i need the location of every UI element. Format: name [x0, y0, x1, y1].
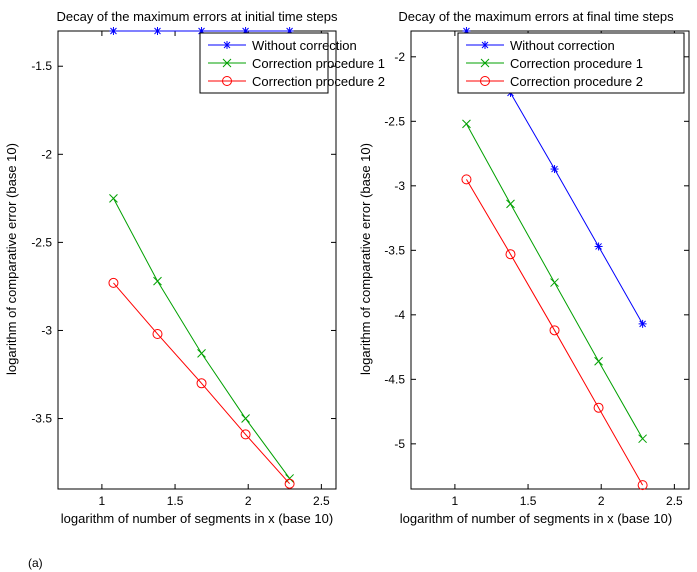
data-point: [197, 349, 206, 358]
legend-label: Without correction: [510, 38, 615, 53]
data-point: [240, 429, 251, 440]
data-point: [638, 434, 647, 444]
legend-marker: [480, 76, 490, 86]
data-point: [153, 27, 162, 35]
series-line: [113, 198, 291, 479]
axis-ticks: 1 1.5 2 2.5 -2 -2.5 -3 -3.5 -4 -4.5 -5: [384, 31, 689, 508]
data-point: [152, 328, 163, 339]
x-tick-label: 2: [598, 494, 605, 508]
series-correction-procedure-1: [462, 119, 647, 444]
chart-final-time-steps: Decay of the maximum errors at final tim…: [358, 9, 690, 526]
legend-marker: [480, 58, 490, 68]
data-point: [108, 277, 119, 288]
axis-ticks: 1 1.5 2 2.5 -1.5 -2 -2.5 -3 -3.5: [31, 31, 336, 508]
x-axis-label: logarithm of number of segments in x (ba…: [61, 511, 333, 526]
chart-title: Decay of the maximum errors at initial t…: [56, 9, 338, 24]
legend-label: Without correction: [252, 38, 357, 53]
x-tick-label: 1: [99, 494, 106, 508]
series-layer: [108, 27, 295, 489]
y-tick-label: -2: [394, 50, 405, 64]
y-tick-label: -2: [41, 147, 52, 161]
y-tick-label: -3.5: [384, 243, 405, 257]
data-point: [461, 174, 472, 185]
data-point: [594, 242, 603, 251]
legend-label: Correction procedure 2: [252, 74, 385, 89]
legend: Without correction Correction procedure 1…: [199, 32, 385, 94]
legend-item: Correction procedure 1: [466, 56, 643, 71]
y-tick-label: -3: [394, 179, 405, 193]
data-point: [241, 414, 250, 423]
data-point: [196, 378, 207, 389]
data-point: [505, 249, 516, 260]
data-point: [550, 278, 559, 287]
plot-area: [57, 30, 337, 490]
series-correction-procedure-2: [108, 277, 295, 489]
data-point: [109, 193, 118, 203]
x-tick-label: 1: [452, 494, 459, 508]
legend-item: Without correction: [208, 38, 357, 53]
series-line: [466, 179, 644, 486]
y-tick-label: -3.5: [31, 412, 52, 426]
series-correction-procedure-1: [109, 193, 294, 483]
legend-marker: [222, 58, 232, 68]
y-tick-label: -4: [394, 308, 405, 322]
y-tick-label: -2.5: [31, 235, 52, 249]
x-axis-label: logarithm of number of segments in x (ba…: [400, 511, 672, 526]
data-point: [637, 480, 648, 491]
data-point: [638, 319, 647, 328]
legend-marker: [223, 41, 231, 49]
series-correction-procedure-2: [461, 174, 648, 491]
legend-label: Correction procedure 1: [252, 56, 385, 71]
y-tick-label: -4.5: [384, 372, 405, 386]
series-layer: [461, 27, 648, 491]
x-tick-label: 1.5: [520, 494, 537, 508]
chart-title: Decay of the maximum errors at final tim…: [398, 9, 674, 24]
x-tick-label: 2: [245, 494, 252, 508]
legend-marker: [222, 76, 232, 86]
legend-label: Correction procedure 2: [510, 74, 643, 89]
y-tick-label: -2.5: [384, 114, 405, 128]
x-tick-label: 1.5: [167, 494, 184, 508]
legend-item: Correction procedure 1: [208, 56, 385, 71]
data-point: [549, 325, 560, 336]
legend-item: Without correction: [466, 38, 615, 53]
plot-area: [410, 30, 690, 490]
data-point: [506, 199, 515, 209]
legend-item: Correction procedure 2: [466, 74, 643, 89]
y-axis-label: logarithm of comparative error (base 10): [4, 143, 19, 375]
y-tick-label: -3: [41, 323, 52, 337]
data-point: [593, 402, 604, 413]
legend: Without correction Correction procedure 1…: [457, 32, 685, 94]
data-point: [109, 27, 118, 35]
legend-label: Correction procedure 1: [510, 56, 643, 71]
data-point: [153, 276, 162, 286]
subfigure-label: (a): [28, 556, 43, 570]
data-point: [594, 356, 603, 366]
y-tick-label: -1.5: [31, 59, 52, 73]
chart-initial-time-steps: Decay of the maximum errors at initial t…: [4, 9, 385, 526]
data-point: [462, 119, 471, 129]
series-line: [113, 282, 290, 485]
legend-item: Correction procedure 2: [208, 74, 385, 89]
y-tick-label: -5: [394, 437, 405, 451]
x-tick-label: 2.5: [313, 494, 330, 508]
data-point: [284, 478, 295, 489]
x-tick-label: 2.5: [666, 494, 683, 508]
legend-marker: [481, 41, 489, 49]
data-point: [550, 165, 559, 174]
y-axis-label: logarithm of comparative error (base 10): [358, 143, 373, 375]
